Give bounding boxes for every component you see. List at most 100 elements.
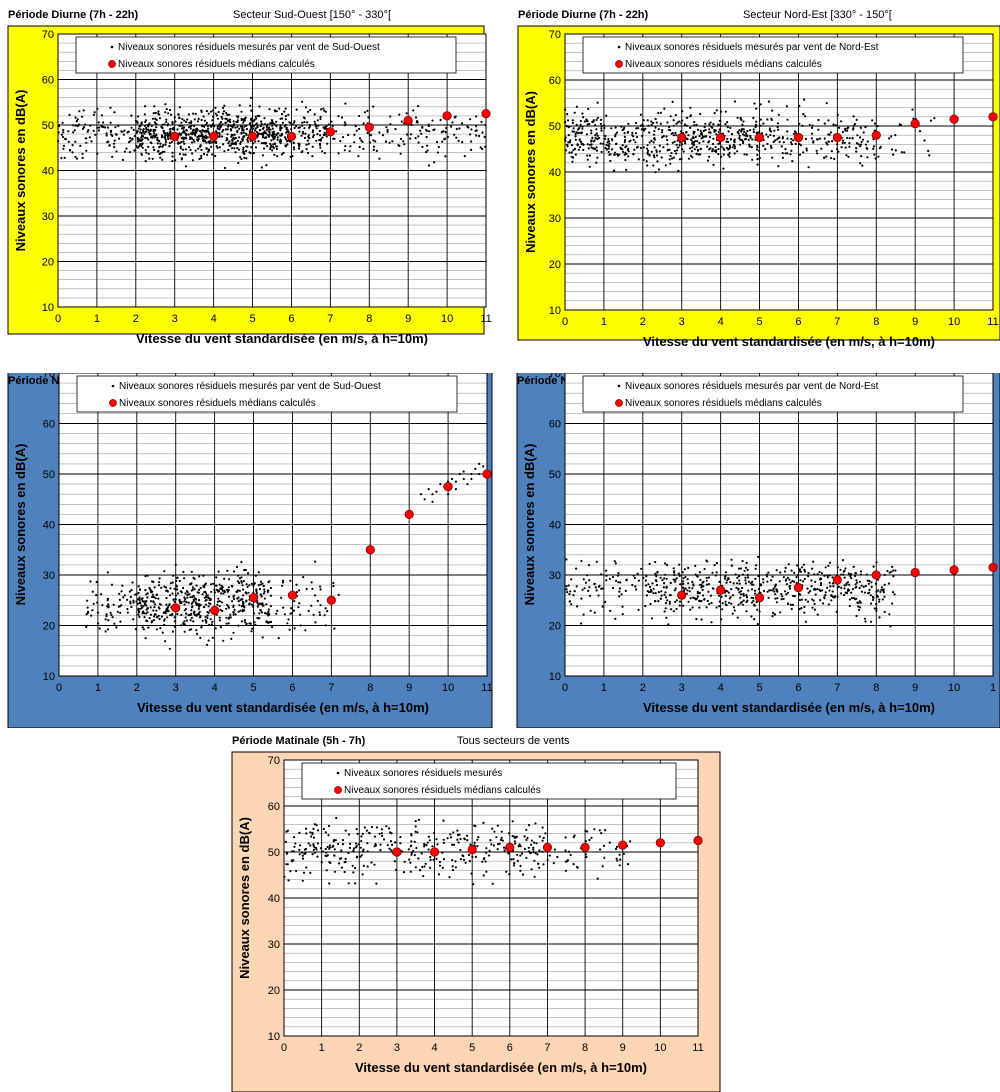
measured-point <box>196 136 199 139</box>
x-tick-label: 11 <box>987 316 998 328</box>
measured-point <box>542 836 545 840</box>
measured-point <box>218 146 221 149</box>
measured-point <box>586 574 589 577</box>
measured-point <box>456 833 459 836</box>
measured-point <box>214 112 217 115</box>
measured-point <box>298 602 301 605</box>
measured-point <box>198 157 201 161</box>
measured-point <box>659 111 662 114</box>
measured-point <box>726 140 730 144</box>
measured-point <box>432 128 435 132</box>
measured-point <box>429 858 432 861</box>
measured-point <box>123 594 126 597</box>
median-point <box>871 130 881 140</box>
measured-point <box>282 579 285 582</box>
measured-point <box>654 117 657 121</box>
measured-point <box>301 121 304 124</box>
measured-point <box>733 609 736 612</box>
measured-point <box>717 123 720 126</box>
measured-point <box>852 565 855 568</box>
measured-point <box>246 138 249 141</box>
measured-point <box>590 129 593 132</box>
sector-label: Secteur Nord-Est [330° - 150°[ <box>743 9 892 21</box>
measured-point <box>757 587 760 591</box>
measured-point <box>113 146 116 149</box>
measured-point <box>168 594 172 597</box>
measured-point <box>766 590 769 593</box>
measured-point <box>182 570 185 574</box>
measured-point <box>806 587 809 590</box>
measured-point <box>68 113 71 116</box>
measured-point <box>682 582 685 585</box>
measured-point <box>580 622 583 625</box>
measured-point <box>130 126 133 129</box>
measured-point <box>653 599 657 603</box>
median-point <box>871 570 881 580</box>
measured-point <box>707 583 710 586</box>
measured-point <box>631 131 634 134</box>
measured-point <box>495 836 498 839</box>
measured-point <box>692 584 695 587</box>
period-label: Période Diurne (7h - 22h) <box>518 9 649 21</box>
measured-point <box>840 120 843 123</box>
measured-point <box>499 838 503 841</box>
measured-point <box>362 122 365 125</box>
measured-point <box>92 129 95 132</box>
measured-point <box>153 615 156 618</box>
measured-point <box>151 136 154 139</box>
measured-point <box>260 120 263 123</box>
measured-point <box>872 145 875 148</box>
measured-point <box>757 575 760 578</box>
measured-point <box>113 142 116 145</box>
measured-point <box>693 143 696 146</box>
measured-point <box>237 574 240 577</box>
measured-point <box>251 627 254 630</box>
measured-point <box>653 133 656 136</box>
measured-point <box>621 144 624 147</box>
measured-point <box>826 143 829 146</box>
measured-point <box>615 142 618 145</box>
measured-point <box>158 581 161 584</box>
measured-point <box>437 873 440 876</box>
measured-point <box>918 130 922 133</box>
x-tick-label: 5 <box>756 682 762 694</box>
measured-point <box>242 594 245 597</box>
measured-point <box>828 581 831 584</box>
measured-point <box>512 864 516 867</box>
measured-point <box>828 574 831 577</box>
measured-point <box>786 137 789 140</box>
measured-point <box>92 602 95 605</box>
x-tick-label: 3 <box>173 682 179 694</box>
measured-point <box>481 860 484 863</box>
measured-point <box>208 141 211 144</box>
measured-point <box>332 581 335 585</box>
measured-point <box>675 152 678 155</box>
y-tick-label: 20 <box>43 621 55 633</box>
measured-point <box>239 125 242 128</box>
measured-point <box>571 119 574 122</box>
measured-point <box>802 113 805 116</box>
x-tick-label: 5 <box>469 1042 475 1054</box>
measured-point <box>227 622 230 625</box>
measured-point <box>175 576 178 579</box>
measured-point <box>207 112 210 115</box>
measured-point <box>145 600 148 603</box>
measured-point <box>160 615 163 618</box>
measured-point <box>887 582 890 585</box>
measured-point <box>653 156 656 159</box>
measured-point <box>642 119 645 122</box>
measured-point <box>707 576 711 579</box>
measured-point <box>781 156 784 159</box>
measured-point <box>706 599 709 603</box>
measured-point <box>386 128 389 131</box>
x-tick-label: 7 <box>834 316 840 328</box>
measured-point <box>609 609 612 612</box>
measured-point <box>626 131 629 134</box>
measured-point <box>565 558 568 561</box>
measured-point <box>295 591 299 594</box>
measured-point <box>133 149 136 152</box>
measured-point <box>621 613 624 616</box>
measured-point <box>469 118 472 121</box>
chart-panel-diurne-sud-ouest: Période Diurne (7h - 22h) Secteur Sud-Oue… <box>0 0 500 360</box>
measured-point <box>144 589 147 592</box>
